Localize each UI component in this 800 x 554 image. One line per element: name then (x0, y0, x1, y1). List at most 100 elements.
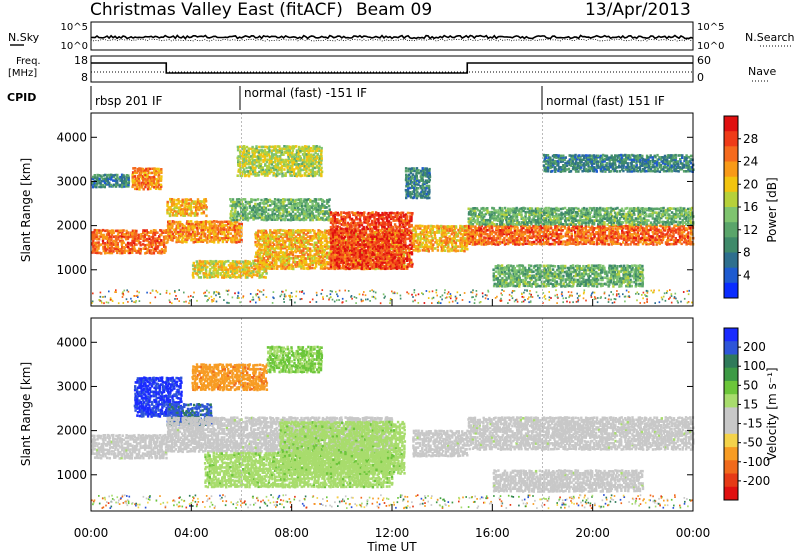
heatmap-cell (219, 273, 222, 277)
heatmap-cell (136, 181, 139, 185)
heatmap-cell (127, 235, 130, 239)
heatmap-cell (273, 208, 276, 212)
heatmap-cell (279, 198, 283, 202)
heatmap-cell (440, 226, 443, 230)
heatmap-cell (146, 243, 149, 247)
heatmap-cell (194, 220, 197, 224)
heatmap-cell (231, 228, 235, 232)
heatmap-cell (244, 262, 247, 265)
heatmap-cell (340, 215, 343, 219)
heatmap-cell (274, 147, 278, 151)
heatmap-cell (349, 255, 352, 258)
heatmap-cell (407, 229, 410, 233)
heatmap-cell (159, 179, 163, 182)
heatmap-cell (344, 255, 347, 258)
heatmap-cell (223, 234, 226, 237)
heatmap-cell (426, 172, 429, 176)
heatmap-cell (503, 236, 506, 240)
heatmap-cell (423, 233, 426, 237)
heatmap-cell (320, 149, 323, 152)
heatmap-cell (278, 158, 282, 162)
heatmap-cell (410, 217, 413, 221)
heatmap-cell (451, 239, 454, 242)
heatmap-cell (258, 269, 261, 273)
heatmap-cell (470, 236, 473, 240)
heatmap-cell (142, 239, 145, 243)
heatmap-cell (156, 241, 159, 244)
heatmap-cell (202, 238, 205, 242)
heatmap-cell (279, 264, 283, 268)
heatmap-cell (206, 261, 209, 265)
heatmap-cell (267, 165, 271, 168)
heatmap-cell (301, 153, 305, 156)
heatmap-cell (334, 218, 337, 221)
heatmap-cell (332, 212, 335, 215)
heatmap-cell (245, 208, 249, 211)
heatmap-cell (250, 155, 253, 158)
heatmap-cell (282, 218, 285, 221)
heatmap-cell (277, 247, 280, 250)
heatmap-cell (404, 169, 408, 173)
heatmap-cell (93, 249, 96, 253)
heatmap-cell (359, 231, 362, 234)
heatmap-cell (208, 222, 211, 226)
heatmap-cell (292, 214, 295, 218)
heatmap-cell (375, 243, 378, 246)
heatmap-cell (293, 242, 297, 246)
heatmap-cell (144, 177, 147, 181)
heatmap-cell (491, 229, 494, 232)
heatmap-cell (450, 241, 453, 245)
heatmap-cell (259, 214, 262, 217)
heatmap-cell (425, 227, 428, 230)
heatmap-cell (276, 157, 279, 160)
heatmap-cell (108, 250, 111, 253)
heatmap-cell (283, 168, 286, 171)
heatmap-cell (290, 233, 293, 236)
heatmap-cell (305, 251, 308, 254)
heatmap-cell (297, 149, 300, 153)
heatmap-cell (173, 214, 177, 217)
heatmap-cell (329, 226, 333, 229)
heatmap-cell (301, 212, 304, 216)
heatmap-cell (106, 179, 110, 183)
heatmap-cell (340, 255, 343, 259)
heatmap-cell (175, 240, 178, 244)
heatmap-cell (314, 200, 318, 203)
heatmap-cell (482, 227, 486, 230)
heatmap-cell (292, 239, 295, 242)
heatmap-cell (365, 225, 368, 229)
heatmap-cell (494, 232, 497, 236)
heatmap-cell (143, 231, 146, 234)
heatmap-cell (275, 257, 279, 260)
heatmap-cell (277, 253, 281, 256)
heatmap-cell (406, 215, 409, 218)
heatmap-cell (440, 233, 443, 236)
heatmap-cell (179, 232, 183, 236)
heatmap-cell (430, 224, 433, 228)
heatmap-cell (297, 198, 301, 201)
heatmap-cell (238, 168, 242, 172)
heatmap-cell (281, 172, 284, 175)
heatmap-cell (407, 192, 410, 195)
heatmap-cell (367, 233, 370, 237)
heatmap-cell (404, 215, 407, 219)
heatmap-cell (408, 229, 411, 232)
heatmap-cell (310, 170, 313, 174)
heatmap-cell (375, 214, 378, 217)
heatmap-cell (202, 200, 205, 203)
heatmap-cell (367, 215, 370, 219)
heatmap-cell (288, 235, 291, 238)
heatmap-cell (289, 172, 292, 175)
heatmap-cell (279, 239, 282, 242)
heatmap-cell (291, 151, 294, 155)
heatmap-cell (244, 276, 248, 279)
heatmap-cell (501, 241, 504, 244)
heatmap-cell (295, 174, 298, 178)
heatmap-cell (394, 266, 397, 270)
heatmap-cell (283, 206, 286, 210)
heatmap-cell (330, 231, 333, 235)
heatmap-cell (313, 198, 317, 201)
heatmap-cell (230, 270, 233, 273)
heatmap-cell (112, 250, 115, 253)
heatmap-cell (264, 237, 267, 241)
